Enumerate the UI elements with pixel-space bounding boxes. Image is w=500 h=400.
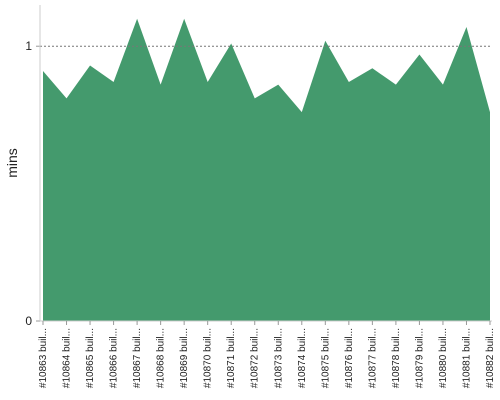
area <box>43 18 490 321</box>
y-tick-label: 1 <box>25 39 32 53</box>
x-tick-label: #10880 buil... <box>438 328 449 388</box>
y-tick-label: 0 <box>25 314 32 328</box>
x-tick-label: #10881 buil... <box>461 328 472 388</box>
x-tick-label: #10866 buil... <box>109 328 120 388</box>
x-tick-label: #10872 buil... <box>250 328 261 388</box>
x-tick-label: #10871 buil... <box>226 328 237 388</box>
x-tick-label: #10870 buil... <box>203 328 214 388</box>
x-tick-label: #10877 buil... <box>367 328 378 388</box>
x-tick-label: #10879 buil... <box>414 328 425 388</box>
x-tick-label: #10868 buil... <box>156 328 167 388</box>
x-tick-label: #10875 buil... <box>320 328 331 388</box>
x-tick-label: #10873 buil... <box>273 328 284 388</box>
x-tick-label: #10882 buil... <box>485 328 496 388</box>
x-tick-label: #10876 buil... <box>344 328 355 388</box>
x-tick-label: #10865 buil... <box>85 328 96 388</box>
x-tick-label: #10867 buil... <box>132 328 143 388</box>
x-tick-label: #10869 buil... <box>179 328 190 388</box>
x-tick-label: #10874 buil... <box>297 328 308 388</box>
x-tick-label: #10878 buil... <box>391 328 402 388</box>
x-tick-label: #10863 buil... <box>38 328 49 388</box>
x-tick-label: #10864 buil... <box>62 328 73 388</box>
y-axis-label: mins <box>4 148 20 178</box>
